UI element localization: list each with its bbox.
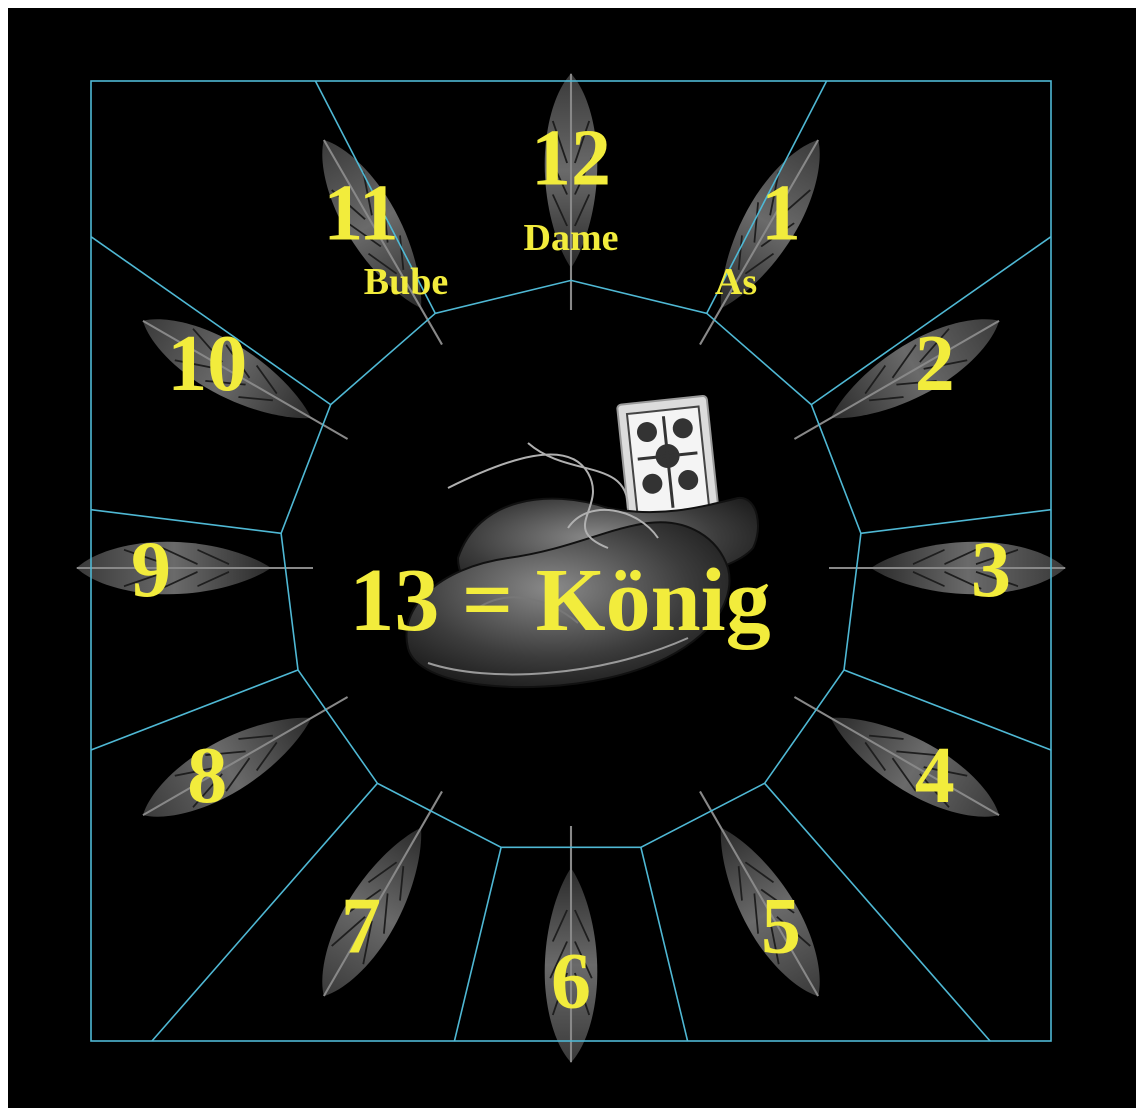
playing-card-icon: [616, 395, 721, 530]
card-label-bube: Bube: [364, 261, 448, 303]
feather-icon: [300, 777, 466, 1011]
feather-icon: [780, 297, 1014, 463]
hour-number-4: 4: [915, 732, 955, 820]
card-label-as: As: [715, 261, 757, 303]
hour-number-9: 9: [131, 526, 171, 614]
diagram-frame: 13 = König 1 As 2 3 4 5 6 7 8 9 10 11 Bube 12 Dame: [8, 8, 1136, 1108]
sector-divider: [90, 669, 299, 751]
center-label: 13 = König: [349, 551, 770, 650]
sector-lines: [90, 80, 1052, 1042]
card-label-dame: Dame: [524, 217, 619, 259]
feather-icon: [75, 540, 315, 596]
feather-icon: [676, 125, 842, 359]
hour-number-8: 8: [187, 732, 227, 820]
feather-icon: [780, 673, 1014, 839]
hour-number-10: 10: [167, 320, 247, 408]
hour-number-11: 11: [323, 170, 399, 258]
inner-polygon: [280, 279, 862, 849]
sector-divider: [453, 847, 502, 1042]
shoes-with-playing-card-icon: [405, 395, 759, 689]
hour-number-12: 12: [531, 114, 611, 202]
feather-icon: [128, 673, 362, 839]
feather-icon: [676, 777, 842, 1011]
outer-square: [90, 80, 1052, 1042]
sector-divider: [705, 80, 828, 314]
feather-icon: [827, 540, 1067, 596]
sector-divider: [151, 782, 378, 1042]
sector-divider: [764, 782, 991, 1042]
hour-number-2: 2: [915, 320, 955, 408]
hour-number-3: 3: [971, 526, 1011, 614]
sector-divider: [90, 508, 282, 535]
sector-divider: [860, 508, 1052, 535]
sector-divider: [640, 847, 689, 1042]
shoelace-icon: [447, 442, 659, 549]
hour-number-5: 5: [761, 883, 801, 971]
sector-divider: [843, 669, 1052, 751]
sector-divider: [90, 236, 332, 406]
hour-number-1: 1: [761, 170, 801, 258]
hour-number-7: 7: [341, 883, 381, 971]
hour-number-6: 6: [551, 938, 591, 1026]
sector-divider: [314, 80, 437, 314]
shoe-front-icon: [405, 521, 731, 689]
sector-divider: [810, 236, 1052, 406]
